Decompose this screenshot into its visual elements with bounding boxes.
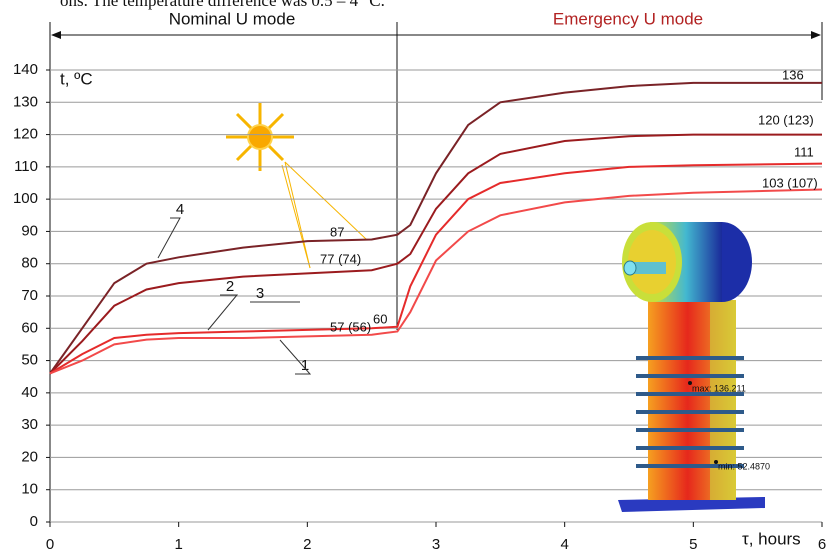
x-tick-label: 3 <box>432 536 440 551</box>
curve-label: 3 <box>256 285 264 302</box>
x-tick-label: 1 <box>174 536 182 551</box>
x-tick-label: 6 <box>818 536 826 551</box>
inset-model: max: 136.211 min: 52.4870 <box>618 222 770 512</box>
y-tick-label: 120 <box>13 126 38 143</box>
annotation: 57 (56) <box>330 319 371 334</box>
y-tick-label: 30 <box>21 416 38 433</box>
x-tick-label: 0 <box>46 536 54 551</box>
y-tick-label: 80 <box>21 255 38 272</box>
x-tick-label: 5 <box>689 536 697 551</box>
curve-label: 4 <box>176 201 184 218</box>
inset-label: max: 136.211 <box>692 383 746 393</box>
annotation: 60 <box>373 311 387 326</box>
y-tick-label: 100 <box>13 190 38 207</box>
annotation: 77 (74) <box>320 251 361 266</box>
annotation: 87 <box>330 224 344 239</box>
annotation: 136 <box>782 67 804 82</box>
y-tick-label: 20 <box>21 448 38 465</box>
inset-label: min: 52.4870 <box>718 461 770 471</box>
caption: ons. The temperature difference was 0.5 … <box>60 0 385 10</box>
x-tick-label: 2 <box>303 536 311 551</box>
mode-label: Nominal U mode <box>169 9 296 28</box>
annotation: 103 (107) <box>762 175 818 190</box>
annotation: 111 <box>794 144 814 159</box>
x-tick-label: 4 <box>560 536 568 551</box>
y-tick-label: 60 <box>21 319 38 336</box>
y-tick-label: 10 <box>21 481 38 498</box>
curve-label: 2 <box>226 278 234 295</box>
y-tick-label: 40 <box>21 384 38 401</box>
x-axis-label: τ, hours <box>742 529 801 548</box>
annotation: 120 (123) <box>758 112 814 127</box>
y-axis-label: t, ºC <box>60 69 93 88</box>
mode-label: Emergency U mode <box>553 9 703 28</box>
y-tick-label: 110 <box>14 158 38 175</box>
y-tick-label: 70 <box>21 287 38 304</box>
leader-line <box>208 295 237 330</box>
y-tick-label: 0 <box>30 513 38 530</box>
y-tick-label: 90 <box>21 222 38 239</box>
chart: ons. The temperature difference was 0.5 … <box>0 0 829 551</box>
y-tick-label: 50 <box>21 352 38 369</box>
y-tick-label: 130 <box>13 93 38 110</box>
sun-icon <box>226 103 367 268</box>
y-tick-label: 140 <box>13 61 38 78</box>
leader-line <box>158 218 180 258</box>
